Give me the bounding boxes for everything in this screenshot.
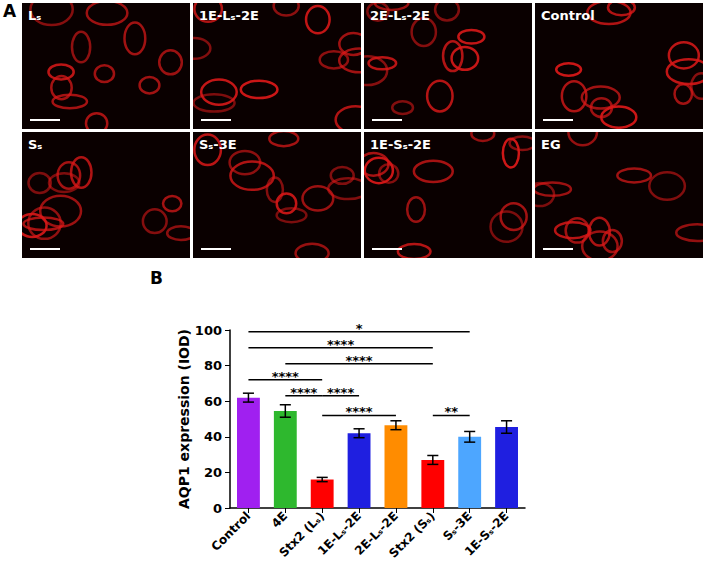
- svg-text:Sₛ-3E: Sₛ-3E: [440, 509, 474, 543]
- svg-text:2E-Lₛ-2E: 2E-Lₛ-2E: [352, 509, 401, 558]
- svg-text:100: 100: [195, 323, 222, 338]
- svg-text:Lₛ: Lₛ: [28, 8, 41, 23]
- svg-text:*: *: [356, 321, 363, 336]
- svg-text:EG: EG: [541, 137, 561, 152]
- svg-text:**: **: [444, 404, 458, 419]
- svg-text:4E: 4E: [269, 509, 291, 531]
- svg-text:Control: Control: [541, 8, 595, 23]
- html-text:B: B: [150, 268, 163, 288]
- svg-text:****: ****: [290, 385, 317, 400]
- svg-text:20: 20: [204, 465, 222, 480]
- svg-text:1E-Sₛ-2E: 1E-Sₛ-2E: [370, 137, 431, 152]
- svg-text:40: 40: [204, 429, 222, 444]
- svg-text:0: 0: [213, 501, 222, 516]
- svg-text:****: ****: [327, 337, 354, 352]
- svg-text:Control: Control: [208, 509, 253, 554]
- svg-text:****: ****: [272, 369, 299, 384]
- svg-text:Stx2 (Sₛ): Stx2 (Sₛ): [386, 509, 437, 560]
- svg-text:80: 80: [204, 358, 222, 373]
- svg-text:1E-Lₛ-2E: 1E-Lₛ-2E: [199, 8, 259, 23]
- svg-text:60: 60: [204, 394, 222, 409]
- svg-text:Sₛ: Sₛ: [28, 137, 42, 152]
- svg-text:A: A: [3, 1, 17, 21]
- svg-text:2E-Lₛ-2E: 2E-Lₛ-2E: [370, 8, 430, 23]
- svg-text:1E-Lₛ-2E: 1E-Lₛ-2E: [315, 509, 364, 558]
- svg-text:Sₛ-3E: Sₛ-3E: [199, 137, 237, 152]
- svg-text:****: ****: [345, 353, 372, 368]
- svg-text:1E-Sₛ-2E: 1E-Sₛ-2E: [462, 509, 512, 559]
- svg-text:Stx2 (Lₛ): Stx2 (Lₛ): [276, 509, 328, 560]
- svg-text:AQP1 expression (IOD): AQP1 expression (IOD): [176, 329, 192, 509]
- svg-text:****: ****: [345, 404, 372, 419]
- svg-text:****: ****: [327, 385, 354, 400]
